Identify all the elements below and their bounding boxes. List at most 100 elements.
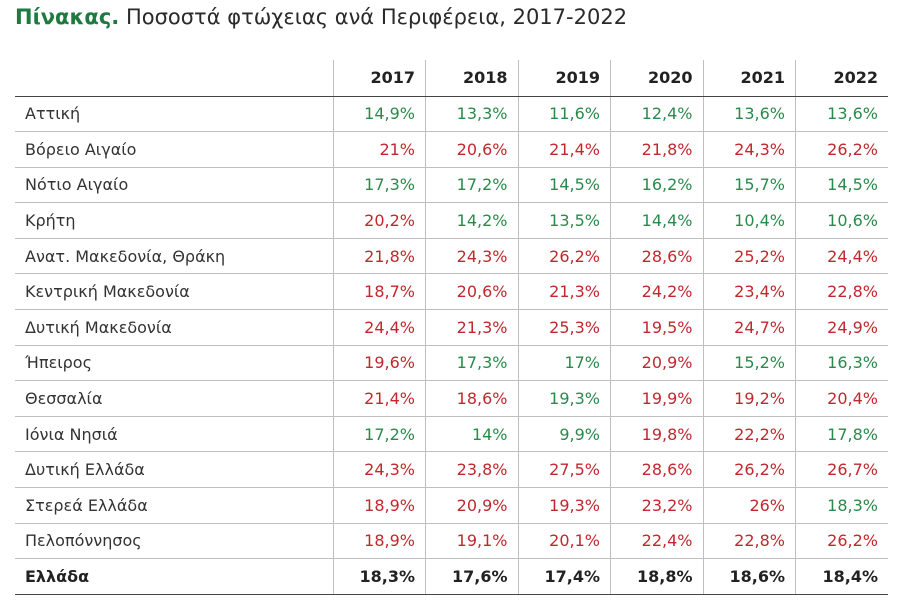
value-cell: 14,5% — [517, 167, 611, 204]
value-cell: 26,2% — [517, 238, 611, 275]
region-label: Ανατ. Μακεδονία, Θράκη — [15, 238, 333, 275]
value-cell: 24,7% — [702, 309, 796, 346]
total-value-cell: 18,6% — [702, 558, 796, 595]
table-row: Κρήτη 20,2% 14,2% 13,5% 14,4% 10,4% 10,6% — [15, 202, 888, 239]
value-cell: 20,2% — [332, 202, 426, 239]
value-cell: 23,8% — [425, 451, 518, 489]
column-header-2021: 2021 — [702, 60, 796, 97]
region-label: Δυτική Ελλάδα — [15, 451, 333, 489]
table-row: Στερεά Ελλάδα 18,9% 20,9% 19,3% 23,2% 26% 18,3… — [15, 487, 888, 524]
value-cell: 18,9% — [332, 523, 426, 560]
column-header-2018: 2018 — [425, 60, 518, 97]
value-cell: 22,8% — [795, 273, 888, 311]
value-cell: 28,6% — [610, 238, 703, 275]
value-cell: 13,5% — [517, 202, 611, 239]
table-row: Δυτική Ελλάδα 24,3% 23,8% 27,5% 28,6% 26,2% 26… — [15, 451, 888, 489]
value-cell: 24,3% — [425, 238, 518, 275]
value-cell: 18,7% — [332, 273, 426, 311]
total-row: Ελλάδα 18,3% 17,6% 17,4% 18,8% 18,6% 18,4% — [15, 558, 888, 595]
value-cell: 26,2% — [795, 523, 888, 560]
value-cell: 19,6% — [332, 345, 426, 382]
value-cell: 13,6% — [702, 96, 796, 133]
table-row: Ήπειρος 19,6% 17,3% 17% 20,9% 15,2% 16,3% — [15, 345, 888, 382]
header-row: 2017 2018 2019 2020 2021 2022 — [15, 60, 888, 97]
value-cell: 19,9% — [610, 380, 703, 417]
region-label: Αττική — [15, 96, 333, 133]
value-cell: 24,2% — [610, 273, 703, 311]
value-cell: 13,6% — [795, 96, 888, 133]
value-cell: 20,1% — [517, 523, 611, 560]
column-header-2017: 2017 — [332, 60, 426, 97]
region-label: Κρήτη — [15, 202, 333, 239]
value-cell: 24,4% — [795, 238, 888, 275]
value-cell: 26,2% — [795, 131, 888, 168]
value-cell: 18,6% — [425, 380, 518, 417]
value-cell: 24,3% — [702, 131, 796, 168]
value-cell: 15,7% — [702, 167, 796, 204]
value-cell: 18,9% — [332, 487, 426, 524]
region-label: Ήπειρος — [15, 345, 333, 382]
value-cell: 24,9% — [795, 309, 888, 346]
header-corner — [15, 60, 333, 97]
value-cell: 17,3% — [332, 167, 426, 204]
value-cell: 19,1% — [425, 523, 518, 560]
table-row: Κεντρική Μακεδονία 18,7% 20,6% 21,3% 24,2% 23… — [15, 273, 888, 311]
table-row: Πελοπόννησος 18,9% 19,1% 20,1% 22,4% 22,8% 26,… — [15, 523, 888, 560]
table-row: Ιόνια Νησιά 17,2% 14% 9,9% 19,8% 22,2% 17,8% — [15, 416, 888, 453]
value-cell: 22,4% — [610, 523, 703, 560]
region-label: Κεντρική Μακεδονία — [15, 273, 333, 311]
value-cell: 28,6% — [610, 451, 703, 489]
value-cell: 26,7% — [795, 451, 888, 489]
title-lead: Πίνακας. — [15, 5, 120, 29]
value-cell: 19,8% — [610, 416, 703, 453]
region-label: Δυτική Μακεδονία — [15, 309, 333, 346]
total-value-cell: 18,8% — [610, 558, 703, 595]
value-cell: 24,4% — [332, 309, 426, 346]
value-cell: 23,4% — [702, 273, 796, 311]
value-cell: 25,3% — [517, 309, 611, 346]
poverty-table: 2017 2018 2019 2020 2021 2022 Αττική 14,9% 13,3… — [15, 60, 888, 595]
value-cell: 21,8% — [610, 131, 703, 168]
value-cell: 9,9% — [517, 416, 611, 453]
value-cell: 14,4% — [610, 202, 703, 239]
value-cell: 27,5% — [517, 451, 611, 489]
value-cell: 21% — [332, 131, 426, 168]
value-cell: 17,2% — [425, 167, 518, 204]
value-cell: 23,2% — [610, 487, 703, 524]
table-body: Αττική 14,9% 13,3% 11,6% 12,4% 13,6% 13,6% Βόρε… — [15, 96, 888, 595]
table-row: Βόρειο Αιγαίο 21% 20,6% 21,4% 21,8% 24,3% 26,2… — [15, 131, 888, 168]
table-row: Δυτική Μακεδονία 24,4% 21,3% 25,3% 19,5% 24,7… — [15, 309, 888, 346]
value-cell: 21,8% — [332, 238, 426, 275]
value-cell: 17,2% — [332, 416, 426, 453]
value-cell: 11,6% — [517, 96, 611, 133]
value-cell: 21,4% — [332, 380, 426, 417]
value-cell: 18,3% — [795, 487, 888, 524]
table-row: Αττική 14,9% 13,3% 11,6% 12,4% 13,6% 13,6% — [15, 96, 888, 133]
value-cell: 19,3% — [517, 380, 611, 417]
region-label: Στερεά Ελλάδα — [15, 487, 333, 524]
value-cell: 10,6% — [795, 202, 888, 239]
table-row: Νότιο Αιγαίο 17,3% 17,2% 14,5% 16,2% 15,7% 14,… — [15, 167, 888, 204]
value-cell: 14,2% — [425, 202, 518, 239]
value-cell: 19,5% — [610, 309, 703, 346]
value-cell: 14,9% — [332, 96, 426, 133]
value-cell: 22,2% — [702, 416, 796, 453]
table-row: Θεσσαλία 21,4% 18,6% 19,3% 19,9% 19,2% 20,4% — [15, 380, 888, 417]
title-text: Ποσοστά φτώχειας ανά Περιφέρεια, 2017-20… — [125, 5, 628, 29]
value-cell: 21,4% — [517, 131, 611, 168]
value-cell: 10,4% — [702, 202, 796, 239]
table-row: Ανατ. Μακεδονία, Θράκη 21,8% 24,3% 26,2% 28,… — [15, 238, 888, 275]
value-cell: 16,3% — [795, 345, 888, 382]
value-cell: 20,9% — [610, 345, 703, 382]
total-value-cell: 17,6% — [425, 558, 518, 595]
region-label: Βόρειο Αιγαίο — [15, 131, 333, 168]
value-cell: 14% — [425, 416, 518, 453]
value-cell: 26,2% — [702, 451, 796, 489]
column-header-2020: 2020 — [610, 60, 703, 97]
value-cell: 20,6% — [425, 273, 518, 311]
value-cell: 24,3% — [332, 451, 426, 489]
value-cell: 17% — [517, 345, 611, 382]
value-cell: 12,4% — [610, 96, 703, 133]
region-label: Νότιο Αιγαίο — [15, 167, 333, 204]
column-header-2022: 2022 — [795, 60, 888, 97]
